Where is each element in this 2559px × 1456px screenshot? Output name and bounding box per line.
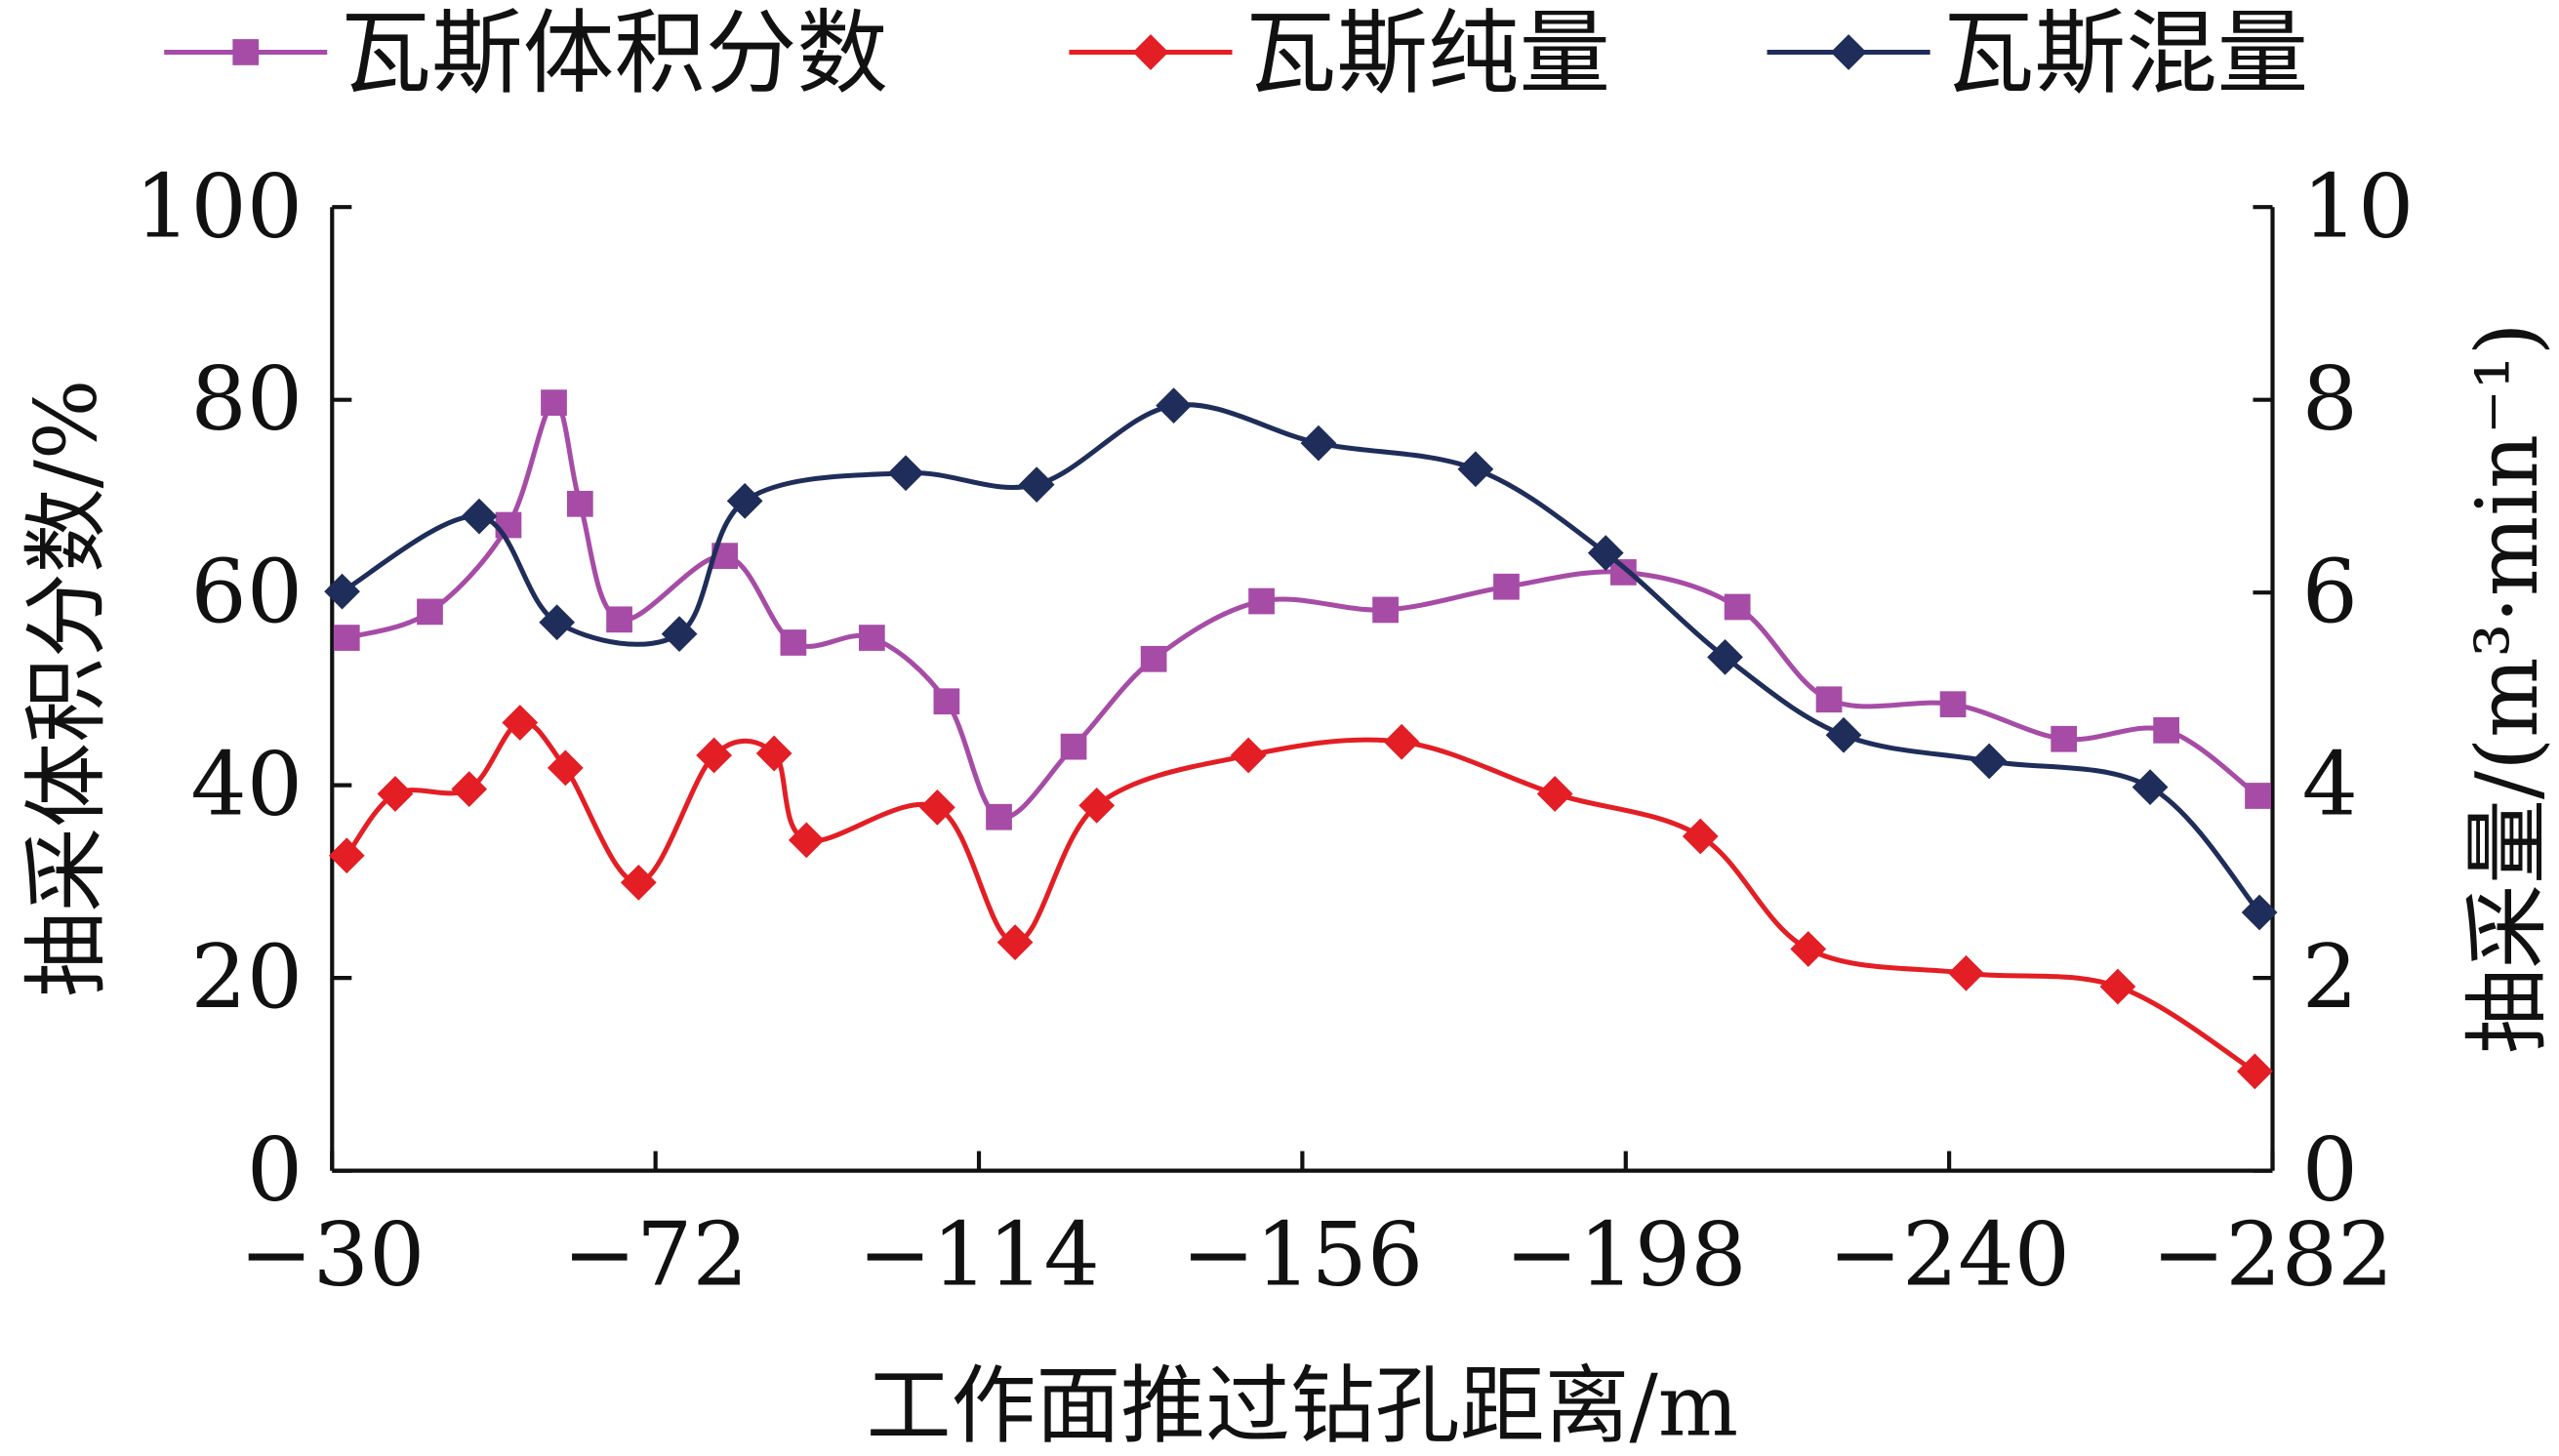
data-point (1948, 954, 1984, 991)
series-line (345, 400, 2260, 821)
data-point (333, 625, 360, 651)
data-point (1060, 733, 1087, 760)
data-point (1970, 743, 2008, 780)
data-point (1939, 691, 1967, 718)
data-point (1493, 573, 1520, 600)
legend-marker (1132, 34, 1169, 70)
series-line (345, 719, 2256, 1074)
data-point (1825, 716, 1862, 753)
x-tick-label: −156 (1181, 1204, 1423, 1307)
x-axis-label: 工作面推过钻孔距离/m (867, 1356, 1739, 1455)
data-point (933, 688, 960, 715)
y-tick-label-left: 60 (190, 541, 303, 643)
data-point (1383, 723, 1420, 760)
legend-item: 瓦斯混量 (1767, 1, 2308, 107)
series-3 (324, 387, 2278, 931)
data-point (2051, 725, 2078, 752)
axes (330, 207, 2275, 1173)
legend-label: 瓦斯体积分数 (341, 1, 888, 107)
data-point (726, 482, 763, 519)
data-point (620, 864, 657, 901)
data-point (1815, 686, 1843, 713)
data-point (547, 749, 584, 787)
data-point (495, 511, 522, 539)
data-point (1300, 425, 1337, 462)
data-point (451, 771, 488, 807)
data-point (2099, 968, 2136, 1005)
legend-marker (1830, 34, 1867, 70)
data-point (661, 616, 698, 652)
data-point (1682, 818, 1719, 855)
data-point (1018, 466, 1055, 503)
data-point (2153, 716, 2179, 744)
data-point (2241, 894, 2278, 931)
y-tick-label-right: 6 (2302, 541, 2358, 643)
data-point (2236, 1053, 2273, 1090)
data-point (1457, 451, 1494, 488)
y-tick-label-right: 4 (2302, 734, 2358, 836)
x-tick-label: −240 (1828, 1204, 2070, 1307)
data-point (755, 735, 792, 772)
y-axis-label-right: 抽采量/(m³·min⁻¹) (2458, 322, 2557, 1053)
data-point (858, 625, 885, 651)
data-point (780, 629, 807, 656)
legend-label: 瓦斯纯量 (1245, 1, 1610, 107)
x-tick-label: −198 (1505, 1204, 1747, 1307)
legend: 瓦斯体积分数 瓦斯纯量 瓦斯混量 (164, 1, 2308, 107)
y-tick-label-left: 20 (190, 926, 303, 1029)
legend-item: 瓦斯纯量 (1069, 1, 1610, 107)
y-tick-label-left: 0 (247, 1119, 303, 1222)
y-tick-label-right: 10 (2302, 155, 2415, 258)
x-tick-label: −282 (2152, 1204, 2394, 1307)
y-tick-label-left: 40 (190, 734, 303, 836)
data-point (1587, 535, 1624, 572)
y-tick-label-right: 8 (2302, 348, 2358, 451)
x-tick-label: −72 (562, 1204, 748, 1307)
data-point (2132, 769, 2169, 805)
x-tick-label: −114 (858, 1204, 1100, 1307)
data-point (1248, 587, 1275, 615)
data-point (541, 389, 567, 417)
data-point (887, 455, 924, 492)
data-point (1140, 645, 1167, 672)
data-point (417, 598, 443, 626)
y-tick-label-left: 80 (190, 348, 303, 451)
data-point (696, 737, 732, 774)
data-point (986, 803, 1012, 830)
data-point (1536, 776, 1573, 812)
data-point (2245, 783, 2271, 809)
data-point (1790, 931, 1827, 967)
y-axis-label-left: 抽采体积分数/% (18, 380, 116, 997)
legend-marker (232, 39, 260, 65)
data-point (606, 606, 632, 633)
legend-label: 瓦斯混量 (1943, 1, 2308, 107)
data-point (1156, 387, 1193, 424)
data-point (1707, 638, 1743, 675)
y-tick-label-right: 0 (2302, 1119, 2358, 1222)
data-point (324, 573, 360, 610)
data-point (328, 837, 365, 874)
series-line (341, 402, 2261, 914)
data-point (788, 822, 825, 859)
data-point (566, 490, 593, 517)
data-point (996, 924, 1034, 960)
y-tick-label-right: 2 (2302, 926, 2358, 1029)
data-point (1230, 737, 1267, 774)
data-point (1372, 596, 1399, 624)
data-point (1724, 593, 1751, 621)
legend-item: 瓦斯体积分数 (164, 1, 888, 107)
data-point (919, 789, 955, 826)
x-tick-label: −30 (239, 1204, 425, 1307)
data-point (461, 498, 498, 535)
data-point (502, 705, 539, 741)
y-tick-label-left: 100 (135, 155, 303, 258)
